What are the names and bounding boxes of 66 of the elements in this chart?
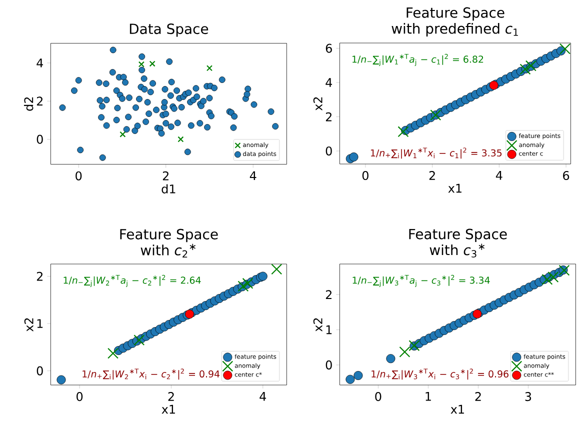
point — [399, 346, 410, 358]
y-axis-title: x2 — [313, 318, 322, 332]
text: 1/n$_{+}$∑$_{i}$|W$_{1}$$^{∗T}$x$_{i}$ − c$_{1}$|$^{2}$ = 3.35 — [370, 148, 502, 159]
y-tick-label: 1 — [37, 319, 43, 328]
y-tick-label: 0 — [326, 146, 332, 156]
point — [560, 43, 571, 54]
x-tick-label: 2 — [475, 392, 481, 401]
x-tick-label: 4 — [250, 171, 256, 180]
x-tick-label: 6 — [563, 171, 570, 180]
x-tick-label: 4 — [496, 171, 502, 180]
point — [108, 348, 119, 359]
point — [134, 334, 145, 346]
point — [120, 131, 126, 138]
chart-title: Feature Space — [406, 7, 504, 21]
x-axis-title: x1 — [450, 404, 464, 414]
y-tick-label: 2 — [326, 112, 332, 122]
point — [138, 61, 144, 68]
text: 1/n$_{+}$∑$_{i}$|W$_{2}$$^{∗T}$x$_{i}$ − c$_{2}$$^{∗}$|$^{2}$ = 0.94 — [82, 368, 220, 380]
point — [149, 60, 156, 67]
point — [206, 65, 213, 72]
y-tick-label: 0 — [36, 366, 43, 376]
x-tick-label: 2 — [429, 171, 435, 180]
x-tick-label: 4 — [260, 392, 266, 401]
y-axis-title: x2 — [24, 318, 34, 332]
text: 1/n$_{−}$∑$_{j}$|W$_{1}$$^{∗T}$a$_{j}$ − c$_{1}$|$^{2}$ = 6.82 — [352, 54, 484, 66]
chart-subtitle: with c$_{3}$∗ — [430, 244, 485, 258]
point — [349, 152, 358, 162]
y-tick-label: 2 — [326, 290, 332, 300]
x-tick-label: 0 — [76, 171, 82, 180]
chart-subtitle: with predefined c$_{1}$ — [392, 23, 518, 37]
text: 1/n$_{+}$∑$_{i}$|W$_{3}$$^{∗T}$x$_{i}$ − c$_{3}$$^{∗}$|$^{2}$ = 0.96 — [372, 368, 508, 380]
text: 1/n$_{−}$∑$_{j}$|W$_{3}$$^{∗T}$a$_{j}$ − c$_{3}$$^{∗}$|$^{2}$ = 3.34 — [352, 274, 490, 287]
chart-subtitle: with c$_{2}$∗ — [140, 244, 196, 258]
point — [398, 126, 409, 138]
point — [386, 354, 396, 364]
y-tick-label: 0 — [36, 134, 43, 144]
x-tick-label: 1 — [426, 392, 431, 401]
point — [548, 272, 559, 283]
y-tick-label: 4 — [36, 58, 44, 68]
y-axis-title: x2 — [313, 97, 322, 110]
point — [178, 136, 184, 142]
point — [354, 371, 363, 380]
x-tick-label: 0 — [362, 171, 368, 180]
y-tick-label: 6 — [326, 44, 332, 53]
x-axis-title: x1 — [162, 404, 175, 414]
y-tick-label: 4 — [326, 78, 332, 87]
y-axis-title: d2 — [24, 97, 34, 111]
y-tick-label: 2 — [36, 272, 42, 281]
y-tick-label: 2 — [36, 96, 42, 106]
point — [56, 375, 66, 384]
x-tick-label: 2 — [168, 392, 174, 401]
y-tick-label: 0 — [326, 360, 332, 370]
point — [271, 264, 282, 275]
chart-title: Feature Space — [120, 228, 218, 242]
x-tick-label: 3 — [525, 392, 532, 402]
x-tick-label: 0 — [375, 392, 382, 402]
chart-title: Data Space — [130, 24, 208, 37]
chart-title: Feature Space — [409, 228, 507, 242]
point — [542, 274, 553, 285]
x-tick-label: 0 — [76, 392, 83, 402]
y-tick-label: 1 — [326, 325, 332, 334]
x-tick-label: 2 — [162, 171, 168, 180]
text: 1/n$_{−}$∑$_{j}$|W$_{2}$$^{∗T}$a$_{j}$ − c$_{2}$$^{∗}$|$^{2}$ = 2.64 — [64, 274, 201, 287]
point — [346, 374, 355, 384]
x-axis-title: x1 — [448, 184, 462, 193]
x-axis-title: d1 — [162, 184, 176, 194]
